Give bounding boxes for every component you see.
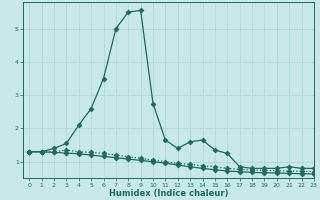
X-axis label: Humidex (Indice chaleur): Humidex (Indice chaleur) bbox=[109, 189, 228, 198]
